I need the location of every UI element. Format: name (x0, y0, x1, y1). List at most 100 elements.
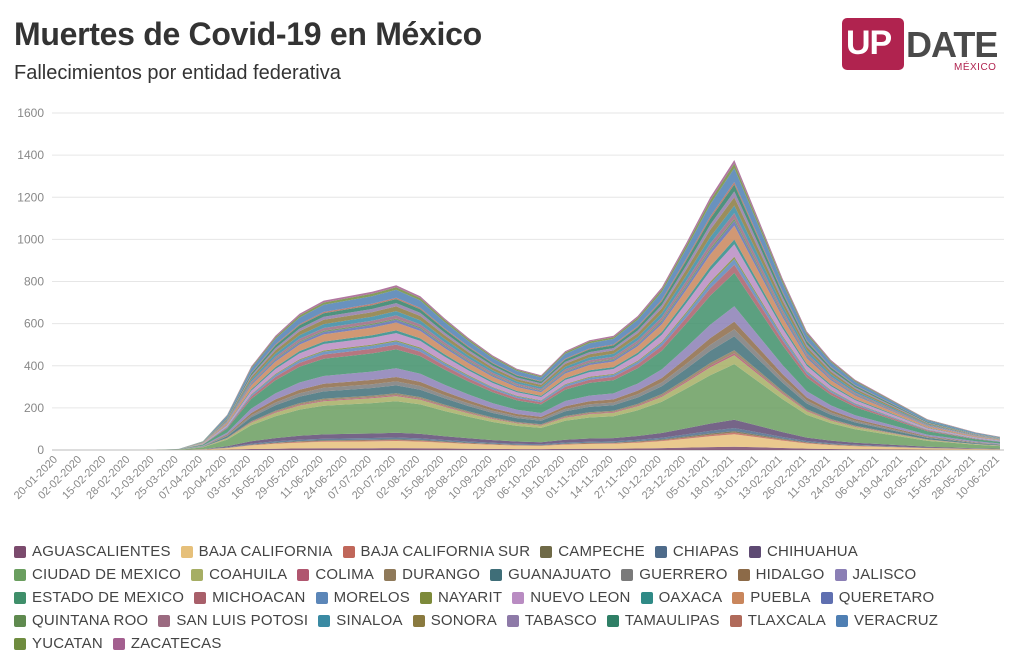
logo-text-up: UP (846, 24, 892, 62)
legend-swatch (158, 614, 171, 627)
legend-item: ZACATECAS (112, 634, 222, 653)
legend-label: CHIHUAHUA (767, 543, 858, 560)
legend-label: QUERETARO (838, 589, 935, 606)
legend-swatch (420, 591, 433, 604)
legend-swatch (318, 614, 331, 627)
legend-swatch (834, 568, 847, 581)
legend-swatch (540, 545, 553, 558)
legend-swatch (490, 568, 503, 581)
legend-swatch (512, 591, 525, 604)
y-tick-label: 1400 (17, 148, 44, 162)
logo-badge (842, 18, 904, 70)
y-tick-label: 0 (37, 443, 44, 457)
legend-item: SAN LUIS POTOSI (158, 611, 308, 630)
y-tick-label: 1200 (17, 190, 44, 204)
legend-item: YUCATAN (14, 634, 103, 653)
chart-title: Muertes de Covid-19 en México (14, 16, 482, 52)
legend-swatch (14, 614, 26, 627)
legend-label: GUERRERO (639, 566, 728, 583)
legend-swatch (191, 568, 204, 581)
legend-item: CIUDAD DE MEXICO (14, 565, 181, 584)
logo-text-date: DATE (906, 24, 998, 65)
legend-label: SONORA (430, 612, 497, 629)
legend-swatch (732, 591, 745, 604)
legend-label: CAMPECHE (558, 543, 645, 560)
legend-item: CAMPECHE (540, 542, 645, 561)
legend-swatch (14, 545, 26, 558)
legend-swatch (180, 545, 193, 558)
legend-label: JALISCO (852, 566, 917, 583)
legend-label: TABASCO (524, 612, 597, 629)
legend-label: DURANGO (402, 566, 481, 583)
legend-item: BAJA CALIFORNIA (180, 542, 333, 561)
logo-text-sub: MÉXICO (954, 62, 997, 73)
legend-swatch (640, 591, 653, 604)
y-tick-label: 200 (24, 401, 44, 415)
legend-item: AGUASCALIENTES (14, 542, 171, 561)
legend-label: HIDALGO (755, 566, 825, 583)
legend-label: ESTADO DE MEXICO (32, 589, 185, 606)
legend-label: YUCATAN (32, 635, 103, 652)
legend-swatch (297, 568, 310, 581)
legend-swatch (654, 545, 667, 558)
legend-label: SAN LUIS POTOSI (176, 612, 309, 629)
series-area-aguascalientes (58, 446, 1000, 450)
legend-swatch (14, 568, 26, 581)
legend-label: QUINTANA ROO (32, 612, 149, 629)
legend-item: JALISCO (834, 565, 917, 584)
legend-label: CIUDAD DE MEXICO (32, 566, 182, 583)
legend-item: HIDALGO (737, 565, 825, 584)
legend-item: ESTADO DE MEXICO (14, 588, 184, 607)
legend-label: BAJA CALIFORNIA (198, 543, 333, 560)
legend-item: DURANGO (384, 565, 480, 584)
legend-item: GUERRERO (621, 565, 727, 584)
legend-label: MICHOACAN (212, 589, 306, 606)
legend-swatch (112, 637, 125, 650)
legend-item: NUEVO LEON (512, 588, 630, 607)
legend-item: NAYARIT (420, 588, 502, 607)
legend-item: CHIHUAHUA (749, 542, 858, 561)
legend-swatch (737, 568, 750, 581)
legend-label: AGUASCALIENTES (32, 543, 171, 560)
legend-swatch (621, 568, 634, 581)
legend-label: MORELOS (333, 589, 411, 606)
legend-swatch (836, 614, 849, 627)
legend-swatch (606, 614, 619, 627)
legend-label: CHIAPAS (672, 543, 739, 560)
stacked-area-chart: 0200400600800100012001400160020-01-20200… (12, 106, 1004, 502)
y-tick-label: 1600 (17, 106, 44, 120)
legend-item: COAHUILA (191, 565, 287, 584)
legend-item: COLIMA (297, 565, 374, 584)
legend-label: TAMAULIPAS (624, 612, 720, 629)
legend-label: PUEBLA (750, 589, 811, 606)
legend-item: OAXACA (640, 588, 723, 607)
legend-swatch (342, 545, 355, 558)
legend-item: BAJA CALIFORNIA SUR (342, 542, 531, 561)
legend-label: VERACRUZ (854, 612, 939, 629)
legend-item: MICHOACAN (194, 588, 305, 607)
legend-item: TAMAULIPAS (606, 611, 720, 630)
legend-swatch (14, 591, 26, 604)
legend-swatch (14, 637, 26, 650)
legend-label: OAXACA (658, 589, 723, 606)
legend-label: BAJA CALIFORNIA SUR (360, 543, 531, 560)
series-area-baja-california (58, 434, 1000, 450)
legend-label: NAYARIT (438, 589, 503, 606)
legend-swatch (384, 568, 397, 581)
y-tick-label: 400 (24, 359, 44, 373)
legend-label: GUANAJUATO (508, 566, 612, 583)
legend-swatch (729, 614, 742, 627)
legend-item: VERACRUZ (836, 611, 938, 630)
legend-item: SINALOA (318, 611, 402, 630)
y-tick-label: 800 (24, 275, 44, 289)
legend-swatch (412, 614, 425, 627)
legend-label: NUEVO LEON (530, 589, 631, 606)
legend-item: QUERETARO (820, 588, 935, 607)
y-tick-label: 600 (24, 317, 44, 331)
legend-label: COLIMA (315, 566, 375, 583)
legend-swatch (749, 545, 761, 558)
y-tick-label: 1000 (17, 232, 44, 246)
legend-swatch (506, 614, 519, 627)
legend-item: SONORA (412, 611, 497, 630)
legend-label: COAHUILA (209, 566, 288, 583)
